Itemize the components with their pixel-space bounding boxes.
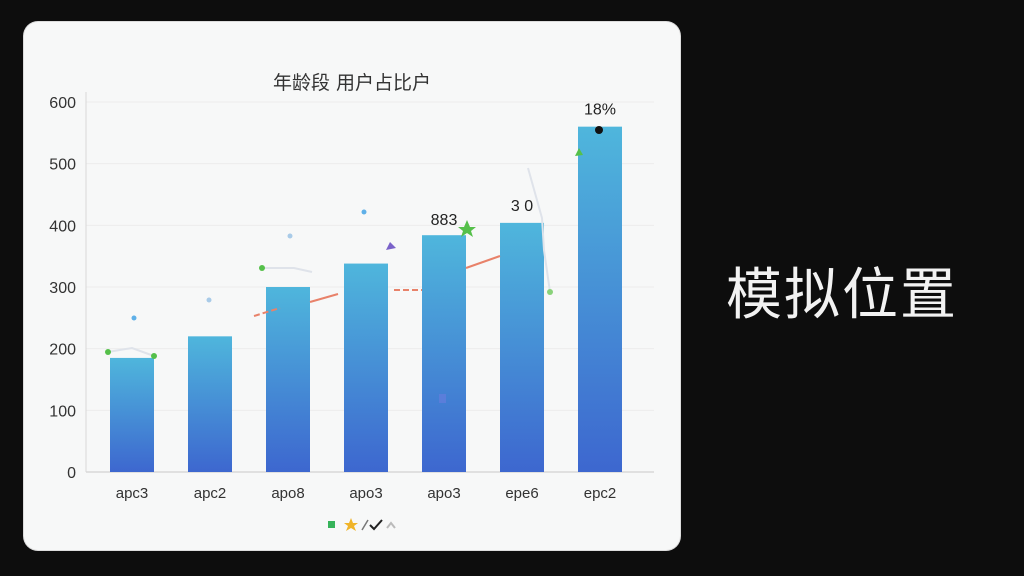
side-caption: 模拟位置	[726, 263, 958, 328]
bar	[344, 263, 388, 472]
bar	[578, 126, 622, 473]
x-tick-label: epc2	[584, 485, 617, 502]
marker-dot	[287, 233, 293, 239]
chart-title: 年龄段 用户占比户	[272, 72, 432, 94]
marker-square	[439, 394, 446, 403]
y-tick-label: 100	[49, 403, 76, 420]
chart-card: 年龄段 用户占比户 0 100 200 300 400 500 600 apc3 apc2 apo…	[24, 22, 680, 550]
x-tick-label: apo3	[427, 485, 460, 502]
y-tick-label: 200	[49, 342, 76, 359]
slash-icon	[361, 519, 369, 531]
x-tick-label: epe6	[505, 485, 538, 502]
trend-line	[262, 267, 313, 273]
marker-dot	[259, 265, 265, 271]
legend	[328, 518, 396, 531]
y-tick-label: 400	[49, 218, 76, 235]
bar	[500, 222, 544, 472]
y-tick-label: 500	[49, 157, 76, 174]
arrow-line	[253, 307, 281, 317]
star-icon	[344, 518, 358, 531]
bar	[188, 336, 232, 472]
marker-dot	[361, 209, 367, 215]
data-label: 883	[431, 212, 458, 229]
check-icon	[369, 519, 383, 531]
trend-line	[107, 346, 155, 357]
x-tick-label: apc3	[116, 485, 149, 502]
arrow-line	[465, 255, 501, 269]
chevron-up-icon	[386, 521, 396, 529]
bar	[266, 287, 310, 472]
marker-dot	[105, 349, 111, 355]
decorations	[105, 126, 603, 403]
data-label: 18%	[584, 102, 616, 119]
arrow-line	[309, 293, 339, 303]
y-tick-label: 600	[49, 95, 76, 112]
bar	[110, 357, 154, 472]
bar-chart: 0 100 200 300 400 500 600 apc3 apc2 apo8 apo3 apo3 e…	[49, 92, 654, 531]
y-tick-label: 300	[49, 280, 76, 297]
y-tick-label: 0	[67, 465, 76, 482]
marker-dot	[547, 289, 553, 295]
data-label: 3 0	[511, 198, 533, 215]
marker-dot	[151, 353, 157, 359]
marker-dot	[131, 315, 137, 321]
marker-dot	[206, 297, 212, 303]
marker-triangle	[386, 242, 396, 250]
star-marker	[458, 220, 476, 237]
green-square-icon	[328, 521, 335, 528]
x-tick-label: apc2	[194, 485, 227, 502]
trend-line	[527, 167, 551, 293]
marker-dot	[595, 126, 603, 134]
bars: 883 3 0 18%	[110, 102, 622, 473]
x-tick-label: apo8	[271, 485, 304, 502]
y-axis: 0 100 200 300 400 500 600 apc3 apc2 apo8 apo3 apo3 e…	[49, 92, 616, 502]
x-tick-label: apo3	[349, 485, 382, 502]
marker-triangle	[575, 148, 583, 156]
bar	[422, 235, 466, 472]
